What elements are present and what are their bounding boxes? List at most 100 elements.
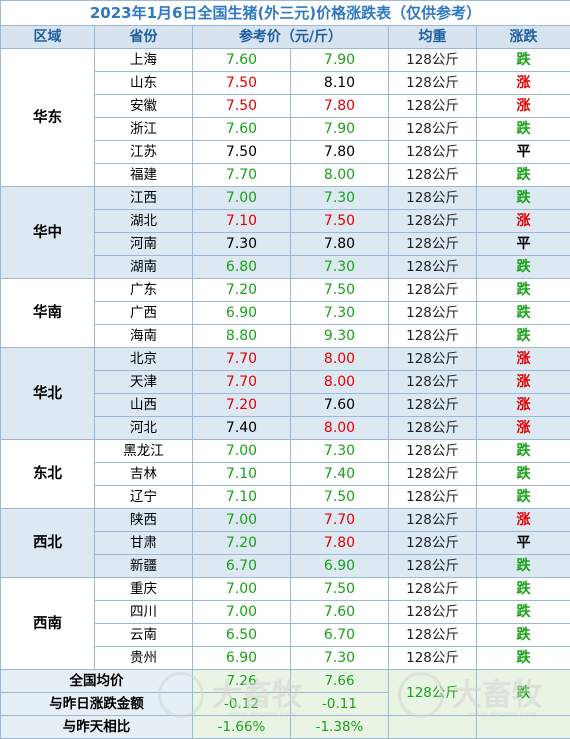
price-high-cell: 8.00: [290, 370, 389, 394]
region-cell: 华南: [0, 278, 95, 348]
header-change: 涨跌: [476, 25, 570, 49]
price-low-cell: 7.00: [192, 439, 291, 463]
change-cell: 跌: [476, 278, 570, 302]
price-low-cell: 8.80: [192, 324, 291, 348]
table-row: 西北 陕西 7.00 7.70 128公斤涨: [0, 508, 570, 578]
change-cell: 跌: [476, 324, 570, 348]
price-high-cell: 8.10: [290, 71, 389, 95]
price-high-cell: 9.30: [290, 324, 389, 348]
title-row: 2023年1月6日全国生猪(外三元)价格涨跌表（仅供参考）: [0, 0, 570, 26]
change-cell: 涨: [476, 508, 570, 532]
change-cell: 平: [476, 531, 570, 555]
province-cell: 山东: [94, 71, 193, 95]
change-cell: 跌: [476, 163, 570, 187]
weight-cell: 128公斤: [388, 117, 477, 141]
table-row: 四川 7.00 7.60 128公斤跌: [1, 600, 570, 624]
province-cell: 贵州: [94, 646, 193, 670]
province-cell: 辽宁: [94, 485, 193, 509]
price-low-cell: 7.30: [192, 232, 291, 256]
weight-cell: 128公斤: [388, 485, 477, 509]
table-row: 海南 8.80 9.30 128公斤跌: [1, 324, 570, 348]
province-cell: 山西: [94, 393, 193, 417]
change-cell: 平: [476, 232, 570, 256]
average-weight: 128公斤: [388, 669, 477, 716]
price-high-cell: 7.60: [290, 393, 389, 417]
weight-cell: 128公斤: [388, 531, 477, 555]
table-row: 甘肃 7.20 7.80 128公斤平: [1, 531, 570, 555]
change-cell: 涨: [476, 347, 570, 371]
region-cell: 西北: [0, 508, 95, 578]
price-high-cell: 7.30: [290, 255, 389, 279]
weight-cell: 128公斤: [388, 646, 477, 670]
weight-cell: 128公斤: [388, 462, 477, 486]
price-low-cell: 6.90: [192, 301, 291, 325]
table-row: 天津 7.70 8.00 128公斤涨: [1, 370, 570, 394]
ratio-high: -1.38%: [290, 715, 389, 739]
header-province: 省份: [94, 25, 193, 49]
average-change: 跌: [476, 669, 570, 716]
table-row: 福建 7.70 8.00 128公斤跌: [1, 163, 570, 187]
weight-cell: 128公斤: [388, 71, 477, 95]
table-row: 华东 上海 7.60 7.90 128公斤跌: [0, 48, 570, 187]
table-row: 湖北 7.10 7.50 128公斤涨: [1, 209, 570, 233]
weight-cell: 128公斤: [388, 370, 477, 394]
price-low-cell: 7.10: [192, 462, 291, 486]
ratio-empty-change: [476, 715, 570, 739]
change-cell: 涨: [476, 416, 570, 440]
ratio-low: -1.66%: [192, 715, 291, 739]
table-row: 贵州 6.90 7.30 128公斤跌: [1, 646, 570, 670]
table-row: 安徽 7.50 7.80 128公斤涨: [1, 94, 570, 118]
change-cell: 跌: [476, 646, 570, 670]
change-cell: 跌: [476, 485, 570, 509]
change-cell: 涨: [476, 71, 570, 95]
weight-cell: 128公斤: [388, 48, 477, 72]
table-row: 云南 6.50 6.70 128公斤跌: [1, 623, 570, 647]
weight-cell: 128公斤: [388, 393, 477, 417]
diff-high: -0.11: [290, 692, 389, 716]
province-cell: 重庆: [94, 577, 193, 601]
price-low-cell: 6.80: [192, 255, 291, 279]
price-high-cell: 7.30: [290, 646, 389, 670]
table-row: 湖南 6.80 7.30 128公斤跌: [1, 255, 570, 279]
weight-cell: 128公斤: [388, 94, 477, 118]
table-row: 西南 重庆 7.00 7.50 128公斤跌: [0, 577, 570, 670]
price-high-cell: 7.30: [290, 439, 389, 463]
header-region: 区域: [0, 25, 95, 49]
province-cell: 河南: [94, 232, 193, 256]
average-low: 7.26: [192, 669, 291, 693]
price-high-cell: 7.80: [290, 531, 389, 555]
weight-cell: 128公斤: [388, 324, 477, 348]
weight-cell: 128公斤: [388, 600, 477, 624]
region-cell: 华中: [0, 186, 95, 279]
footer-row-average: 全国均价 7.26 7.66 128公斤跌: [0, 669, 570, 716]
price-high-cell: 7.30: [290, 186, 389, 210]
change-cell: 跌: [476, 117, 570, 141]
change-cell: 跌: [476, 255, 570, 279]
table-title: 2023年1月6日全国生猪(外三元)价格涨跌表（仅供参考）: [0, 0, 570, 26]
table-row: 广西 6.90 7.30 128公斤跌: [1, 301, 570, 325]
weight-cell: 128公斤: [388, 416, 477, 440]
province-cell: 上海: [94, 48, 193, 72]
change-cell: 跌: [476, 439, 570, 463]
price-low-cell: 7.00: [192, 577, 291, 601]
change-cell: 涨: [476, 94, 570, 118]
price-high-cell: 8.00: [290, 416, 389, 440]
province-cell: 陕西: [94, 508, 193, 532]
province-cell: 安徽: [94, 94, 193, 118]
price-low-cell: 7.60: [192, 48, 291, 72]
price-high-cell: 7.70: [290, 508, 389, 532]
province-cell: 甘肃: [94, 531, 193, 555]
average-high: 7.66: [290, 669, 389, 693]
change-cell: 跌: [476, 623, 570, 647]
price-low-cell: 7.70: [192, 370, 291, 394]
ratio-label: 与昨天相比: [0, 715, 193, 739]
weight-cell: 128公斤: [388, 554, 477, 578]
header-price: 参考价（元/斤）: [192, 25, 389, 49]
table-row: 东北 黑龙江 7.00 7.30 128公斤跌: [0, 439, 570, 509]
price-low-cell: 7.50: [192, 94, 291, 118]
change-cell: 跌: [476, 186, 570, 210]
province-cell: 浙江: [94, 117, 193, 141]
price-low-cell: 7.00: [192, 600, 291, 624]
